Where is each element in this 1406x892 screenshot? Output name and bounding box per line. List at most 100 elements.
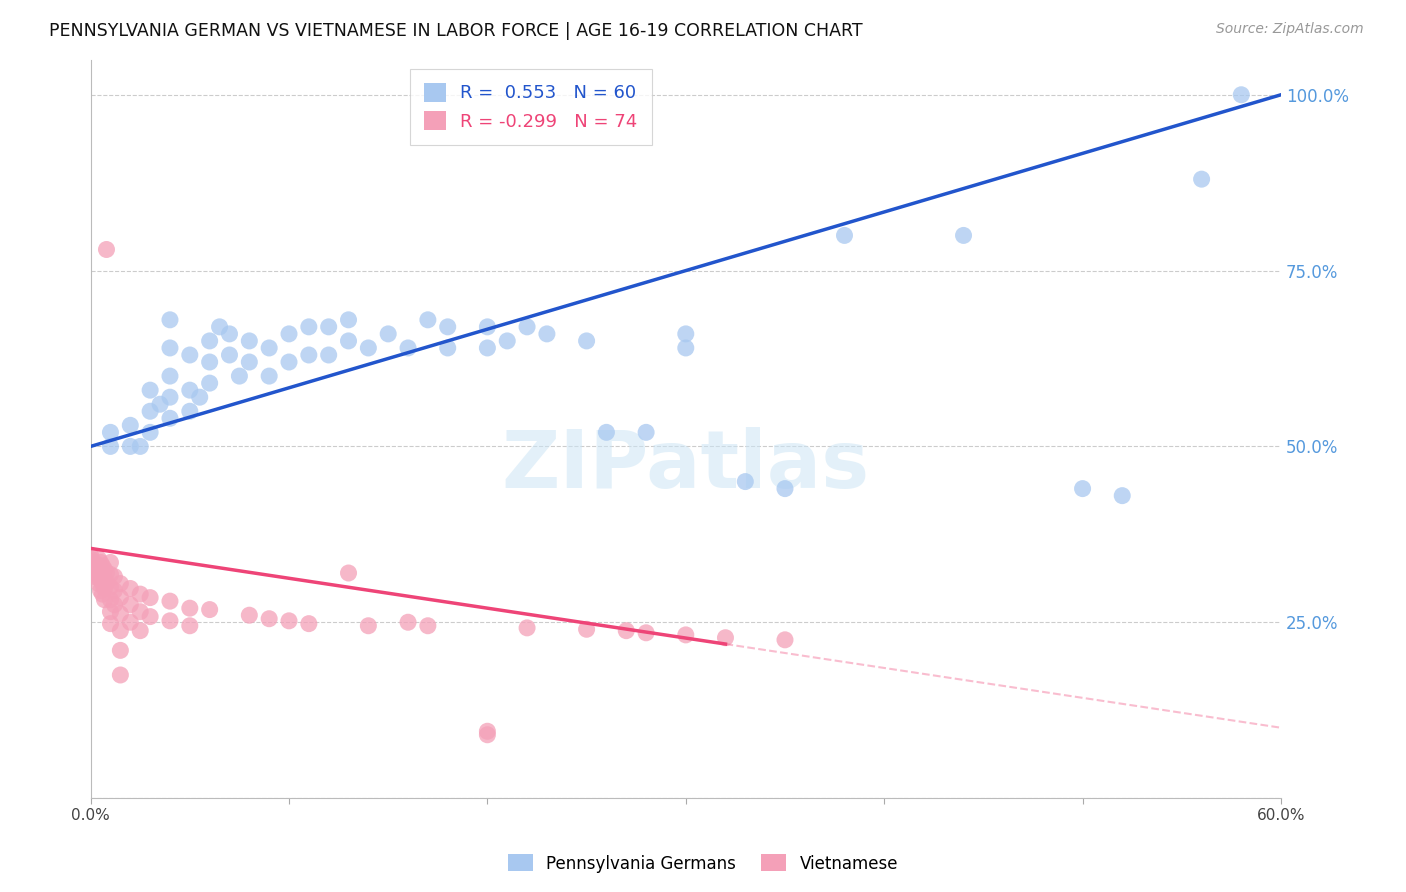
Point — [208, 319, 231, 334]
Point — [110, 607, 132, 621]
Point — [139, 383, 162, 397]
Point — [87, 567, 110, 582]
Point — [110, 624, 132, 638]
Point — [179, 619, 201, 633]
Point — [675, 341, 697, 355]
Point — [79, 566, 101, 580]
Point — [477, 724, 499, 739]
Point — [87, 576, 110, 591]
Point — [100, 580, 122, 594]
Point — [79, 559, 101, 574]
Point — [298, 616, 321, 631]
Point — [1071, 482, 1094, 496]
Point — [257, 369, 280, 384]
Legend: Pennsylvania Germans, Vietnamese: Pennsylvania Germans, Vietnamese — [502, 847, 904, 880]
Point — [516, 319, 538, 334]
Point — [103, 598, 125, 612]
Point — [257, 341, 280, 355]
Point — [318, 348, 340, 362]
Point — [318, 319, 340, 334]
Point — [93, 592, 115, 607]
Point — [100, 439, 122, 453]
Point — [93, 582, 115, 596]
Point — [198, 376, 221, 391]
Point — [298, 348, 321, 362]
Point — [129, 439, 152, 453]
Text: Source: ZipAtlas.com: Source: ZipAtlas.com — [1216, 22, 1364, 37]
Point — [79, 552, 101, 566]
Point — [278, 614, 301, 628]
Point — [91, 559, 114, 574]
Point — [139, 404, 162, 418]
Point — [100, 605, 122, 619]
Point — [337, 313, 360, 327]
Point — [159, 313, 181, 327]
Point — [110, 643, 132, 657]
Point — [218, 326, 240, 341]
Point — [83, 556, 105, 570]
Point — [416, 313, 439, 327]
Point — [1111, 489, 1133, 503]
Point — [91, 567, 114, 582]
Point — [91, 587, 114, 601]
Point — [120, 598, 142, 612]
Point — [278, 355, 301, 369]
Point — [87, 559, 110, 574]
Point — [834, 228, 856, 243]
Point — [337, 334, 360, 348]
Point — [120, 615, 142, 630]
Point — [1230, 87, 1253, 102]
Point — [179, 383, 201, 397]
Point — [100, 425, 122, 440]
Point — [179, 404, 201, 418]
Point — [436, 341, 458, 355]
Point — [575, 622, 598, 636]
Point — [159, 390, 181, 404]
Point — [416, 619, 439, 633]
Point — [575, 334, 598, 348]
Point — [337, 566, 360, 580]
Point — [734, 475, 756, 489]
Point — [79, 549, 101, 563]
Point — [159, 341, 181, 355]
Point — [103, 583, 125, 598]
Point — [149, 397, 172, 411]
Point — [103, 569, 125, 583]
Point — [79, 556, 101, 570]
Point — [238, 355, 260, 369]
Point — [83, 562, 105, 576]
Point — [96, 575, 118, 590]
Point — [636, 425, 658, 440]
Text: ZIPatlas: ZIPatlas — [502, 426, 870, 505]
Point — [100, 592, 122, 607]
Point — [110, 591, 132, 605]
Point — [93, 562, 115, 576]
Point — [477, 341, 499, 355]
Point — [90, 573, 112, 587]
Point — [83, 569, 105, 583]
Point — [614, 624, 637, 638]
Point — [773, 482, 796, 496]
Point — [120, 582, 142, 596]
Point — [139, 609, 162, 624]
Point — [110, 668, 132, 682]
Point — [436, 319, 458, 334]
Point — [159, 614, 181, 628]
Point — [278, 326, 301, 341]
Point — [396, 615, 419, 630]
Point — [90, 565, 112, 579]
Point — [496, 334, 519, 348]
Point — [179, 601, 201, 615]
Point — [257, 612, 280, 626]
Point — [129, 605, 152, 619]
Point — [477, 728, 499, 742]
Point — [198, 602, 221, 616]
Point — [198, 334, 221, 348]
Point — [477, 319, 499, 334]
Point — [675, 628, 697, 642]
Point — [773, 632, 796, 647]
Point — [188, 390, 211, 404]
Point — [96, 566, 118, 580]
Point — [675, 326, 697, 341]
Point — [636, 625, 658, 640]
